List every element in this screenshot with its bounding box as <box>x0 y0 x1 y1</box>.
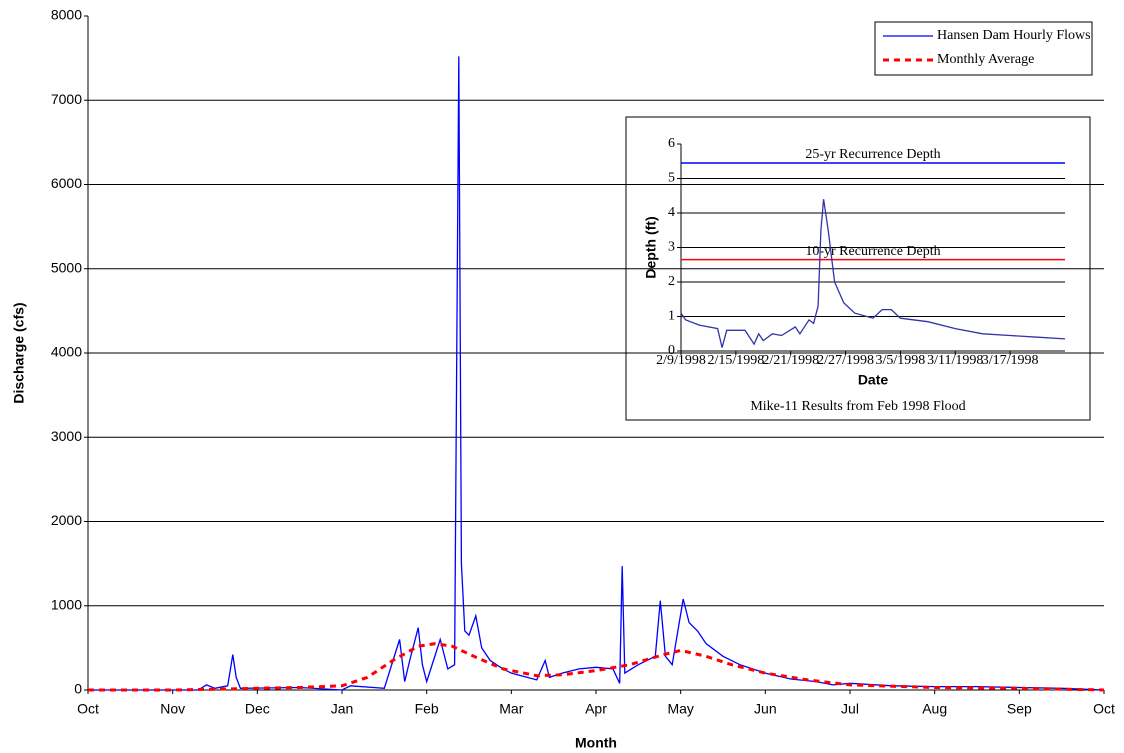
x-tick-label: Jun <box>754 701 777 717</box>
y-axis-label: Depth (ft) <box>643 216 659 278</box>
legend-label: Monthly Average <box>937 52 1034 67</box>
x-tick-label: Mar <box>499 701 523 717</box>
y-tick-label: 8000 <box>51 7 82 23</box>
y-tick-label: 1 <box>668 309 675 324</box>
x-tick-label: Sep <box>1007 701 1032 717</box>
legend-label: Hansen Dam Hourly Flows <box>937 28 1091 43</box>
x-tick-label: 3/5/1998 <box>876 353 926 368</box>
y-tick-label: 5000 <box>51 259 82 275</box>
x-tick-label: 2/27/1998 <box>817 353 874 368</box>
x-tick-label: Feb <box>415 701 439 717</box>
x-tick-label: 3/17/1998 <box>982 353 1039 368</box>
x-tick-label: May <box>667 701 693 717</box>
x-tick-label: 2/9/1998 <box>656 353 706 368</box>
x-tick-label: Oct <box>77 701 99 717</box>
x-tick-label: Oct <box>1093 701 1115 717</box>
x-tick-label: Dec <box>245 701 270 717</box>
x-tick-label: 2/21/1998 <box>762 353 819 368</box>
x-tick-label: Jan <box>331 701 354 717</box>
y-tick-label: 0 <box>74 681 82 697</box>
x-tick-label: 2/15/1998 <box>707 353 764 368</box>
y-tick-label: 2 <box>668 274 675 289</box>
reference-label: 25-yr Recurrence Depth <box>805 147 940 162</box>
y-tick-label: 2000 <box>51 512 82 528</box>
y-tick-label: 0 <box>668 343 675 358</box>
x-tick-label: Nov <box>160 701 185 717</box>
x-axis-label: Date <box>858 372 889 388</box>
x-tick-label: Apr <box>585 701 607 717</box>
y-tick-label: 3 <box>668 240 675 255</box>
y-tick-label: 3000 <box>51 428 82 444</box>
series-line <box>88 56 1105 691</box>
y-tick-label: 6000 <box>51 175 82 191</box>
y-tick-label: 1000 <box>51 596 82 612</box>
x-tick-label: Jul <box>841 701 859 717</box>
y-tick-label: 4000 <box>51 344 82 360</box>
y-tick-label: 5 <box>668 171 675 186</box>
legend-box <box>874 21 1093 76</box>
y-tick-label: 6 <box>668 136 675 151</box>
y-axis-label: Discharge (cfs) <box>11 302 27 403</box>
y-tick-label: 4 <box>668 205 675 220</box>
series-line <box>680 199 1066 348</box>
reference-label: 10-yr Recurrence Depth <box>805 244 940 259</box>
x-tick-label: 3/11/1998 <box>927 353 983 368</box>
series-line <box>88 642 1105 692</box>
y-tick-label: 7000 <box>51 91 82 107</box>
x-axis-label: Month <box>575 735 617 751</box>
x-tick-label: Aug <box>922 701 947 717</box>
inset-caption: Mike-11 Results from Feb 1998 Flood <box>750 399 965 414</box>
